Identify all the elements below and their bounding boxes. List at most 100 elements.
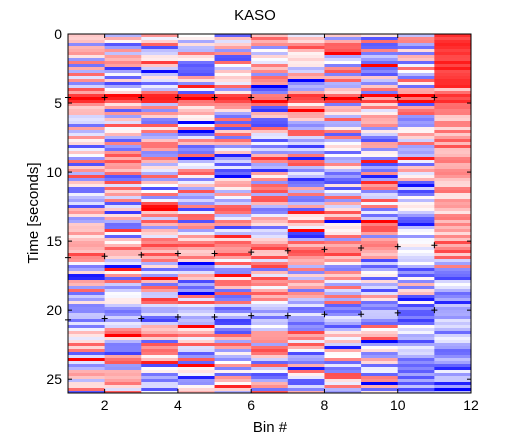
heatmap-cell: [68, 175, 106, 179]
heatmap-cell: [177, 331, 216, 335]
heatmap-cell: [397, 304, 435, 308]
heatmap-cell: [361, 181, 399, 185]
heatmap-cell: [324, 145, 362, 149]
heatmap-cell: [434, 286, 471, 290]
heatmap-cell: [324, 262, 362, 266]
heatmap-cell: [287, 268, 325, 272]
heatmap-cell: [104, 202, 142, 206]
heatmap-cell: [287, 112, 325, 116]
heatmap-cell: [141, 283, 179, 287]
heatmap-cell: [397, 265, 435, 269]
heatmap-cell: [251, 193, 289, 197]
heatmap-cell: [397, 157, 435, 161]
heatmap-cell: [104, 226, 142, 230]
heatmap-cell: [361, 214, 399, 218]
heatmap-cell: [397, 85, 435, 89]
heatmap-cell: [324, 259, 362, 263]
heatmap-cell: [287, 211, 325, 215]
heatmap-cell: [177, 118, 216, 122]
heatmap-cell: [324, 160, 362, 164]
heatmap-cell: [397, 253, 435, 257]
heatmap-cell: [397, 208, 435, 212]
heatmap-cell: [141, 205, 179, 209]
heatmap-cell: [397, 175, 435, 179]
heatmap-cell: [177, 106, 216, 110]
heatmap-cell: [434, 247, 471, 251]
heatmap-cell: [177, 220, 216, 224]
heatmap-cell: [397, 292, 435, 296]
heatmap-cell: [434, 139, 471, 143]
heatmap-cell: [361, 79, 399, 83]
heatmap-cell: [324, 76, 362, 80]
heatmap-cell: [104, 241, 142, 245]
heatmap-cell: [177, 136, 216, 140]
heatmap-cell: [68, 277, 106, 281]
heatmap-cell: [177, 91, 216, 95]
heatmap-cell: [361, 34, 399, 38]
heatmap-cell: [104, 220, 142, 224]
heatmap-cell: [361, 109, 399, 113]
heatmap-cell: [361, 166, 399, 170]
heatmap-cell: [324, 217, 362, 221]
heatmap-cell: [214, 304, 252, 308]
heatmap-cell: [287, 235, 325, 239]
heatmap-cell: [434, 181, 471, 185]
heatmap-cell: [434, 121, 471, 125]
heatmap-cell: [434, 172, 471, 176]
heatmap-cell: [324, 283, 362, 287]
heatmap-cell: [397, 340, 435, 344]
heatmap-cell: [397, 361, 435, 365]
heatmap-cell: [287, 370, 325, 374]
heatmap-cell: [434, 367, 471, 371]
heatmap-cell: [68, 220, 106, 224]
heatmap-cell: [68, 298, 106, 302]
heatmap-cell: [324, 253, 362, 257]
heatmap-cell: [141, 163, 179, 167]
heatmap-cell: [361, 370, 399, 374]
heatmap-cell: [214, 175, 252, 179]
heatmap-cell: [434, 307, 471, 311]
heatmap-cell: [177, 265, 216, 269]
y-tick-label: 20: [46, 302, 62, 318]
heatmap-cell: [104, 103, 142, 107]
heatmap-cell: [214, 154, 252, 158]
heatmap-cell: [68, 85, 106, 89]
heatmap-cell: [177, 205, 216, 209]
heatmap-cell: [104, 55, 142, 59]
heatmap-cell: [104, 391, 142, 393]
heatmap-cell: [251, 361, 289, 365]
heatmap-cell: [434, 88, 471, 92]
heatmap-cell: [214, 64, 252, 68]
heatmap-cell: [214, 385, 252, 389]
heatmap-cell: [177, 262, 216, 266]
heatmap-cell: [251, 79, 289, 83]
heatmap-cell: [141, 124, 179, 128]
heatmap-cell: [104, 232, 142, 236]
heatmap-cell: [68, 106, 106, 110]
heatmap-cell: [397, 271, 435, 275]
heatmap-cell: [214, 238, 252, 242]
heatmap-cell: [361, 358, 399, 362]
heatmap-cell: [141, 157, 179, 161]
x-tick-label: 8: [321, 397, 329, 413]
heatmap-cell: [214, 307, 252, 311]
heatmap-cell: [177, 199, 216, 203]
heatmap-cell: [324, 370, 362, 374]
heatmap-cell: [68, 271, 106, 275]
heatmap-cell: [397, 103, 435, 107]
heatmap-cell: [287, 373, 325, 377]
heatmap-cell: [214, 121, 252, 125]
heatmap-cell: [68, 223, 106, 227]
heatmap-cell: [177, 55, 216, 59]
heatmap-cell: [104, 73, 142, 77]
heatmap-cell: [68, 364, 106, 368]
event-marker: [394, 94, 401, 101]
event-marker: [321, 311, 328, 318]
heatmap-cell: [214, 298, 252, 302]
heatmap-cell: [361, 328, 399, 332]
heatmap-cell: [214, 91, 252, 95]
heatmap-cell: [434, 109, 471, 113]
heatmap-cell: [287, 52, 325, 56]
heatmap-cell: [104, 283, 142, 287]
heatmap-cell: [324, 67, 362, 71]
